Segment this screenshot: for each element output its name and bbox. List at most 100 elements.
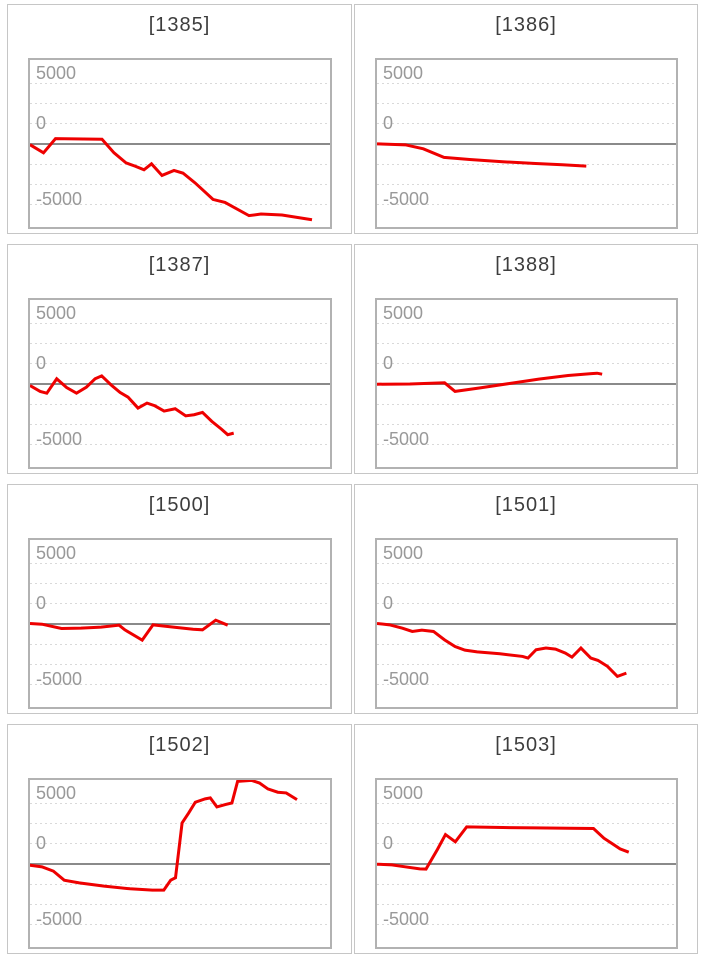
zero-axis-line — [30, 142, 330, 145]
chart-title: [1387] — [148, 254, 211, 276]
plot-frame: 5000 0 -5000 — [375, 58, 678, 229]
gridline — [30, 343, 330, 345]
gridline — [377, 924, 676, 925]
plot-area: 5000 0 -5000 — [30, 60, 330, 227]
line-series — [377, 540, 676, 707]
gridline — [377, 423, 676, 425]
chart-panel-8: [1503] 5000 0 -5000 — [354, 724, 698, 954]
gridline — [377, 843, 676, 845]
line-series — [30, 60, 330, 227]
chart-panel-3: [1387] 5000 0 -5000 — [7, 244, 352, 474]
gridline — [377, 204, 676, 205]
line-series — [30, 540, 330, 707]
series-line — [377, 373, 602, 391]
gridline — [30, 322, 330, 324]
y-axis-label: 0 — [36, 352, 47, 373]
gridline — [30, 583, 330, 585]
y-axis-label: 0 — [383, 592, 394, 613]
line-series — [30, 780, 330, 947]
chart-title: [1502] — [148, 734, 211, 756]
y-axis-label: -5000 — [383, 429, 430, 449]
chart-title: [1501] — [495, 494, 557, 516]
line-series — [377, 60, 676, 227]
zero-axis-line — [377, 382, 676, 385]
gridline — [377, 883, 676, 885]
gridline — [377, 663, 676, 665]
gridline — [30, 403, 330, 405]
series-line — [30, 620, 228, 640]
line-series — [377, 780, 676, 947]
gridline — [30, 423, 330, 425]
gridline — [30, 444, 330, 445]
gridline — [377, 322, 676, 324]
plot-frame: 5000 0 -5000 — [375, 778, 678, 949]
gridline — [30, 924, 330, 925]
y-axis-label: 0 — [36, 832, 47, 853]
plot-area: 5000 0 -5000 — [377, 60, 676, 227]
zero-axis-line — [377, 142, 676, 145]
plot-area: 5000 0 -5000 — [377, 780, 676, 947]
plot-area: 5000 0 -5000 — [377, 540, 676, 707]
plot-frame: 5000 0 -5000 — [375, 538, 678, 709]
gridline — [30, 103, 330, 105]
y-axis-label: 0 — [383, 112, 394, 133]
plot-area: 5000 0 -5000 — [30, 780, 330, 947]
y-axis-label: -5000 — [36, 189, 83, 209]
y-axis-label: -5000 — [383, 909, 430, 929]
gridline — [30, 123, 330, 125]
gridline — [30, 684, 330, 685]
y-axis-label: 0 — [36, 592, 47, 613]
zero-axis-line — [30, 862, 330, 865]
zero-axis-line — [377, 862, 676, 865]
gridline — [30, 163, 330, 165]
gridline — [30, 204, 330, 205]
gridline — [30, 82, 330, 84]
gridline — [377, 403, 676, 405]
series-line — [30, 139, 312, 220]
gridline — [30, 883, 330, 885]
plot-frame: 5000 0 -5000 — [375, 298, 678, 469]
gridline — [377, 802, 676, 804]
chart-panel-7: [1502] 5000 0 -5000 — [7, 724, 352, 954]
chart-panel-4: [1388] 5000 0 -5000 — [354, 244, 698, 474]
gridline — [30, 663, 330, 665]
series-line — [377, 624, 626, 677]
plot-area: 5000 0 -5000 — [30, 540, 330, 707]
chart-title: [1500] — [148, 494, 211, 516]
chart-title: [1388] — [495, 254, 557, 276]
chart-panel-5: [1500] 5000 0 -5000 — [7, 484, 352, 714]
y-axis-label: 0 — [36, 112, 47, 133]
y-axis-label: 0 — [383, 352, 394, 373]
gridline — [30, 183, 330, 185]
plot-frame: 5000 0 -5000 — [28, 298, 332, 469]
gridline — [377, 603, 676, 605]
y-axis-label: 5000 — [36, 782, 77, 803]
chart-panel-6: [1501] 5000 0 -5000 — [354, 484, 698, 714]
gridline — [377, 123, 676, 125]
gridline — [377, 103, 676, 105]
plot-area: 5000 0 -5000 — [30, 300, 330, 467]
chart-title: [1385] — [148, 14, 211, 36]
y-axis-label: 5000 — [383, 782, 424, 803]
gridline — [30, 643, 330, 645]
gridline — [30, 562, 330, 564]
gridline — [30, 802, 330, 804]
zero-axis-line — [377, 622, 676, 625]
chart-panel-2: [1386] 5000 0 -5000 — [354, 4, 698, 234]
chart-panel-1: [1385] 5000 0 -5000 — [7, 4, 352, 234]
gridline — [377, 684, 676, 685]
y-axis-label: 5000 — [383, 62, 424, 83]
plot-area: 5000 0 -5000 — [377, 300, 676, 467]
gridline — [30, 363, 330, 365]
gridline — [377, 562, 676, 564]
gridline — [377, 643, 676, 645]
gridline — [377, 183, 676, 185]
gridline — [30, 603, 330, 605]
gridline — [377, 444, 676, 445]
gridline — [377, 823, 676, 825]
gridline — [30, 823, 330, 825]
plot-frame: 5000 0 -5000 — [28, 538, 332, 709]
gridline — [377, 363, 676, 365]
series-line — [30, 780, 297, 890]
